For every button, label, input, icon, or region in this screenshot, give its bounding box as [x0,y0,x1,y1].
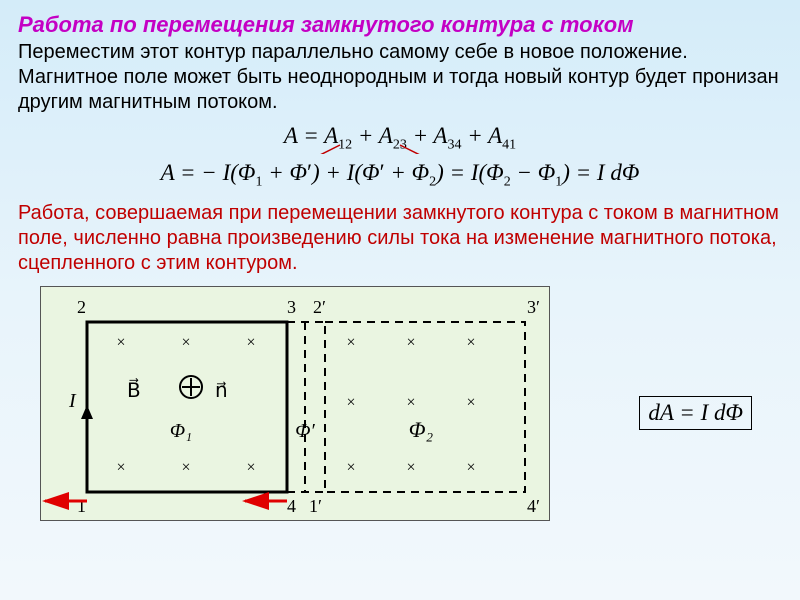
eq1-text: A = A12 + A23 + A34 + A41 [284,123,516,148]
svg-text:×: × [346,334,355,351]
work-statement: Работа, совершаемая при перемещении замк… [18,201,782,276]
svg-text:×: × [116,459,125,476]
svg-text:Φ′: Φ′ [295,420,315,442]
eq2-text: A = − I(Φ1 + Φ′) + I(Φ′ + Φ2) = I(Φ2 − Φ… [161,160,640,185]
diagram-box: × × × × × × × × × × × × × × × 2 3 2′ 3′ 1 4 1′ 4′ Φ₁ Φ′ Φ₂ B⃗ n⃗ I [40,286,550,521]
diagram-area: × × × × × × × × × × × × × × × 2 3 2′ 3′ 1 4 1′ 4′ Φ₁ Φ′ Φ₂ B⃗ n⃗ I d… [18,286,782,531]
intro-paragraph: Переместим этот контур параллельно самом… [18,40,782,115]
svg-text:n⃗: n⃗ [215,380,228,402]
page-title: Работа по перемещения замкнутого контура… [18,12,782,38]
svg-text:Φ₂: Φ₂ [409,417,434,442]
svg-text:×: × [346,459,355,476]
svg-text:Φ₁: Φ₁ [170,420,192,442]
svg-text:3′: 3′ [527,297,540,317]
boxed-formula: dA = I dΦ [639,396,752,430]
svg-text:×: × [406,334,415,351]
svg-text:×: × [406,459,415,476]
svg-text:×: × [466,394,475,411]
equation-1: A = A12 + A23 + A34 + A41 [18,123,782,154]
svg-text:×: × [406,394,415,411]
svg-text:×: × [466,459,475,476]
svg-text:B⃗: B⃗ [127,377,141,402]
svg-text:×: × [346,394,355,411]
svg-text:2: 2 [77,297,86,317]
svg-text:1′: 1′ [309,496,322,516]
svg-text:×: × [246,334,255,351]
svg-text:×: × [246,459,255,476]
svg-text:4′: 4′ [527,496,540,516]
diagram-svg: × × × × × × × × × × × × × × × 2 3 2′ 3′ 1 4 1′ 4′ Φ₁ Φ′ Φ₂ B⃗ n⃗ I [41,287,551,522]
svg-text:3: 3 [287,297,296,317]
svg-text:4: 4 [287,496,296,516]
svg-text:×: × [466,334,475,351]
svg-text:I: I [68,390,77,412]
svg-text:2′: 2′ [313,297,326,317]
equation-2: A = − I(Φ1 + Φ′) + I(Φ′ + Φ2) = I(Φ2 − Φ… [18,160,782,191]
svg-text:×: × [181,459,190,476]
svg-text:×: × [116,334,125,351]
boxed-formula-text: dA = I dΦ [648,400,743,425]
svg-text:1: 1 [77,496,86,516]
svg-text:×: × [181,334,190,351]
